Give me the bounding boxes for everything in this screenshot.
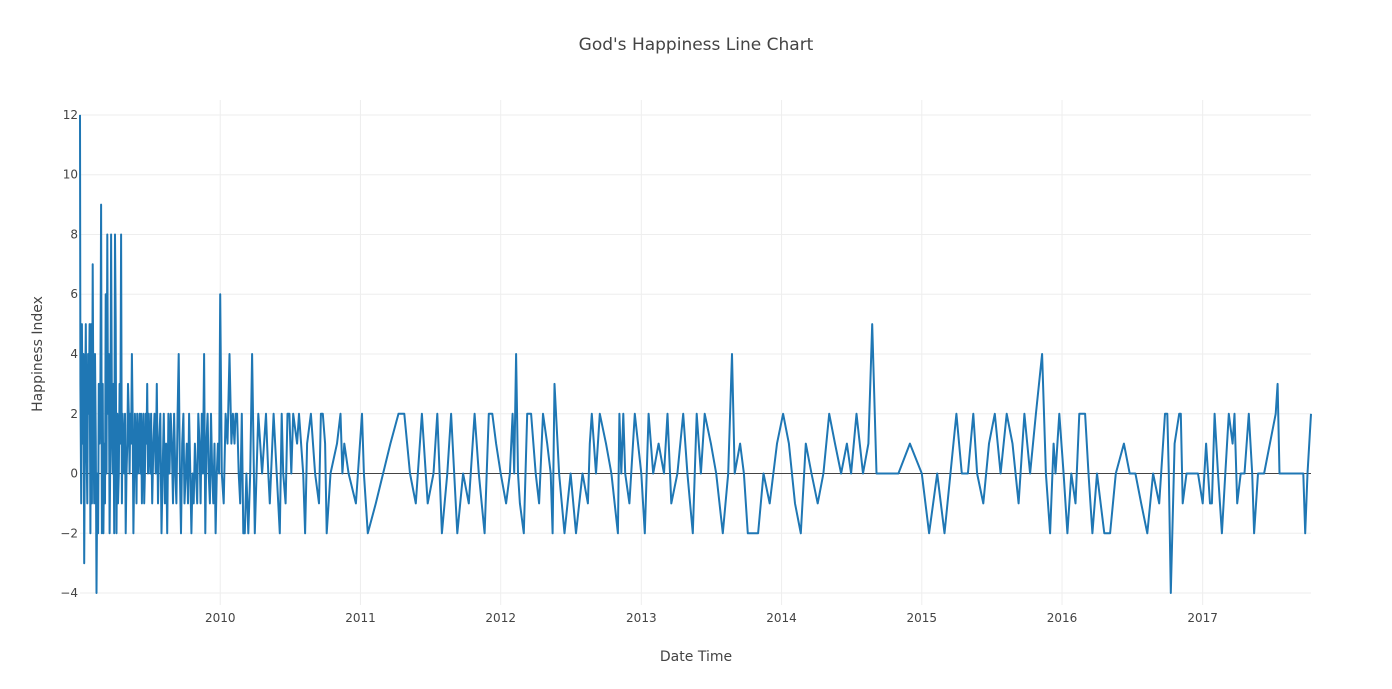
x-tick-label: 2011: [345, 611, 376, 625]
x-axis-title: Date Time: [660, 649, 732, 665]
x-tick-label: 2013: [626, 611, 657, 625]
x-tick-label: 2014: [766, 611, 797, 625]
y-tick-label: 10: [63, 168, 78, 182]
y-tick-label: 4: [70, 347, 78, 361]
x-axis-ticks: 2010 2011 2012 2013 2014 2015 2016 2017: [205, 611, 1218, 625]
x-tick-label: 2017: [1187, 611, 1218, 625]
x-tick-label: 2012: [485, 611, 516, 625]
y-tick-label: 8: [70, 227, 78, 241]
series-line: [79, 114, 1312, 594]
series-layer: [79, 114, 1312, 594]
y-tick-label: 12: [63, 108, 78, 122]
x-tick-label: 2015: [907, 611, 938, 625]
y-tick-label: −2: [60, 526, 78, 540]
y-tick-label: 2: [70, 407, 78, 421]
chart-title: God's Happiness Line Chart: [579, 35, 814, 55]
y-tick-label: −4: [60, 586, 78, 600]
y-tick-label: 6: [70, 287, 78, 301]
x-tick-label: 2010: [205, 611, 236, 625]
y-axis-ticks: 12 10 8 6 4 2 0 −2 −4: [60, 108, 78, 600]
y-tick-label: 0: [70, 467, 78, 481]
x-tick-label: 2016: [1047, 611, 1078, 625]
y-axis-title: Happiness Index: [30, 296, 46, 412]
